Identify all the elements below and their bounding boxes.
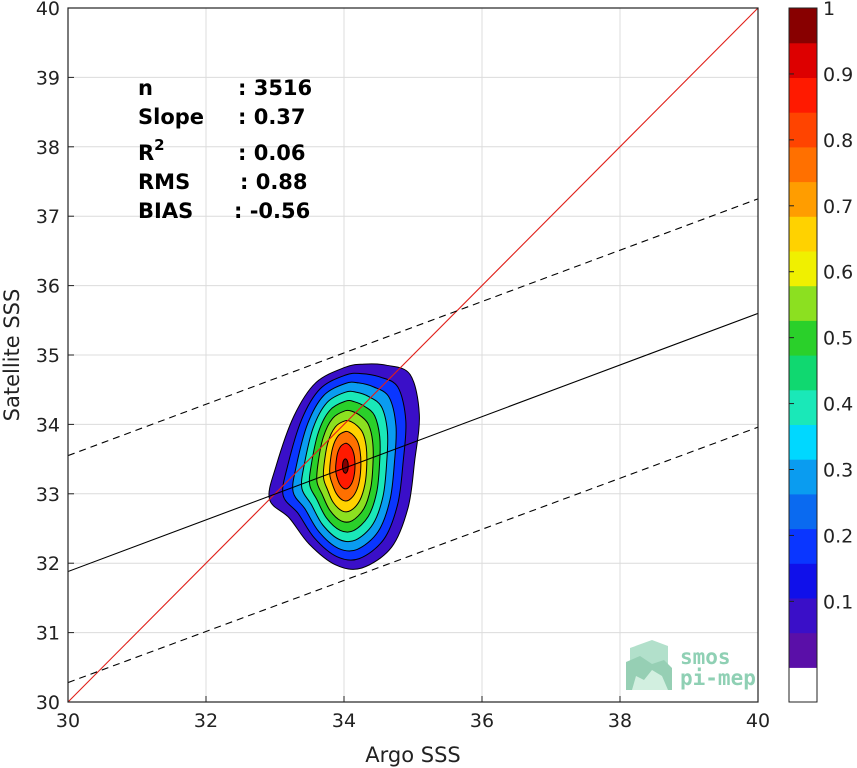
x-axis-label: Argo SSS bbox=[365, 743, 460, 767]
contour-level-10 bbox=[341, 458, 349, 474]
colorbar-tick-label: 0.3 bbox=[823, 460, 853, 482]
colorbar-segment bbox=[789, 8, 817, 44]
regression-line bbox=[68, 312, 758, 573]
y-tick-label: 32 bbox=[36, 553, 60, 575]
x-tick-label: 30 bbox=[56, 710, 80, 732]
one-to-one-line bbox=[68, 8, 758, 702]
lower-bound-line bbox=[68, 426, 758, 684]
y-axis-ticks: 30 31 32 33 34 35 36 37 38 39 40 bbox=[36, 0, 74, 714]
stat-value: : -0.56 bbox=[234, 199, 310, 223]
colorbar-tick-label: 0.4 bbox=[823, 394, 853, 416]
colorbar-segment bbox=[789, 250, 817, 287]
colorbar-tick-label: 0.9 bbox=[823, 64, 853, 86]
colorbar-frame bbox=[788, 7, 818, 703]
y-tick-label: 40 bbox=[36, 0, 60, 20]
colorbar-segment bbox=[789, 493, 817, 530]
logo-line-1: smos bbox=[680, 645, 731, 669]
stat-value: : 0.06 bbox=[238, 141, 306, 165]
y-tick-label: 31 bbox=[36, 623, 60, 645]
colorbar-segment bbox=[789, 424, 817, 460]
y-axis-label: Satellite SSS bbox=[0, 289, 24, 422]
colorbar: 0.1 0.2 0.3 0.4 0.5 0.6 0.7 0.8 0.9 1 bbox=[788, 0, 853, 703]
colorbar-segment bbox=[789, 77, 817, 113]
x-tick-label: 32 bbox=[194, 710, 218, 732]
colorbar-tick-label: 0.1 bbox=[823, 591, 853, 613]
colorbar-tick-label: 0.8 bbox=[823, 130, 853, 152]
density-contours bbox=[268, 363, 420, 570]
x-axis-ticks: 30 32 34 36 38 40 bbox=[56, 696, 770, 732]
stat-value: : 0.88 bbox=[240, 170, 308, 194]
stat-label: RMS bbox=[138, 170, 190, 194]
y-tick-label: 38 bbox=[36, 137, 60, 159]
logo-mark-icon bbox=[626, 640, 672, 690]
colorbar-segment bbox=[789, 459, 817, 495]
colorbar-tick-label: 0.5 bbox=[823, 328, 853, 350]
stat-superscript: 2 bbox=[154, 136, 164, 154]
colorbar-segment bbox=[789, 181, 817, 217]
colorbar-segment bbox=[789, 389, 817, 425]
stat-value: : 0.37 bbox=[238, 105, 306, 129]
colorbar-segment bbox=[789, 667, 817, 703]
stat-value: : 3516 bbox=[238, 76, 312, 100]
colorbar-segment bbox=[789, 632, 817, 668]
colorbar-segment bbox=[789, 216, 817, 252]
colorbar-segment bbox=[789, 597, 817, 634]
stat-label: BIAS bbox=[138, 199, 193, 223]
colorbar-tick-label: 1 bbox=[823, 0, 835, 20]
upper-bound-line bbox=[68, 198, 758, 457]
colorbar-segment bbox=[789, 528, 817, 564]
x-tick-label: 40 bbox=[746, 710, 770, 732]
x-tick-label: 34 bbox=[332, 710, 356, 732]
colorbar-tick-label: 0.7 bbox=[823, 196, 853, 218]
colorbar-tick-label: 0.2 bbox=[823, 525, 853, 547]
reference-lines bbox=[68, 8, 758, 702]
colorbar-segment bbox=[789, 112, 817, 148]
y-tick-label: 36 bbox=[36, 276, 60, 298]
x-tick-label: 36 bbox=[470, 710, 494, 732]
colorbar-segment bbox=[789, 285, 817, 321]
stat-label: Slope bbox=[138, 105, 204, 129]
colorbar-segment bbox=[789, 146, 817, 183]
y-tick-label: 34 bbox=[36, 414, 60, 436]
x-tick-label: 38 bbox=[608, 710, 632, 732]
colorbar-segment bbox=[789, 563, 817, 599]
y-tick-label: 35 bbox=[36, 345, 60, 367]
smos-pi-mep-logo: smos pi-mep bbox=[626, 640, 756, 690]
logo-line-2: pi-mep bbox=[680, 666, 756, 690]
y-tick-label: 33 bbox=[36, 484, 60, 506]
colorbar-tick-label: 0.6 bbox=[823, 262, 853, 284]
y-tick-label: 37 bbox=[36, 206, 60, 228]
stat-label: n bbox=[138, 76, 153, 100]
y-tick-label: 30 bbox=[36, 692, 60, 714]
y-tick-label: 39 bbox=[36, 67, 60, 89]
colorbar-segment bbox=[789, 42, 817, 78]
colorbar-segment bbox=[789, 355, 817, 391]
